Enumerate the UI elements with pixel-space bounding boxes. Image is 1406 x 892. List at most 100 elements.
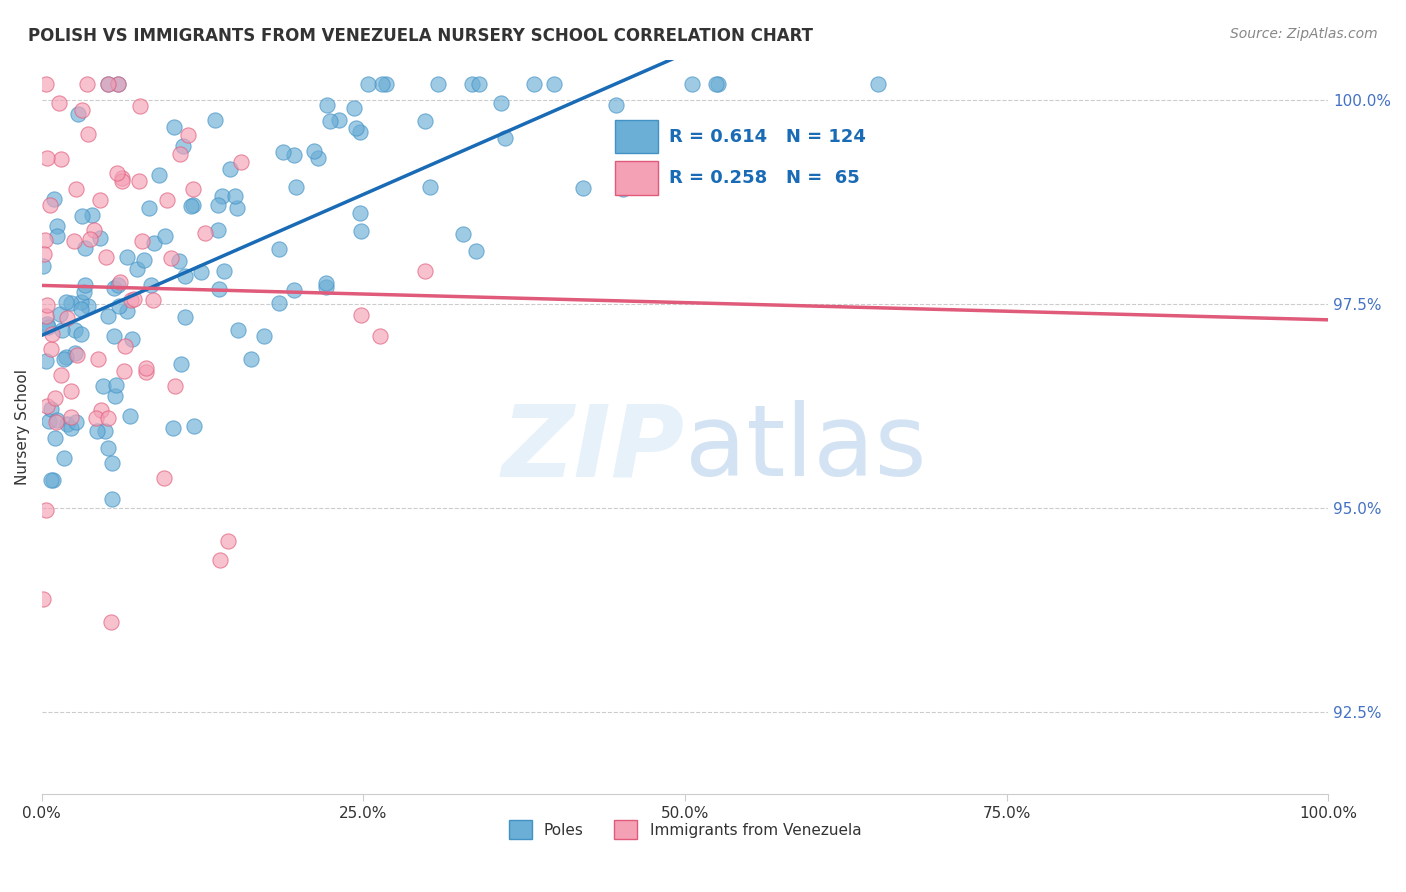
Point <box>73 277 96 292</box>
Point <box>214 264 236 278</box>
Point <box>39 342 62 356</box>
Point <box>219 161 242 176</box>
Point <box>48 95 70 110</box>
Point <box>426 77 449 91</box>
Point <box>111 170 134 185</box>
Point <box>34 247 56 261</box>
Point <box>162 420 184 434</box>
Point <box>153 229 176 244</box>
Point <box>97 310 120 324</box>
Point <box>84 410 107 425</box>
Point <box>142 293 165 307</box>
Point <box>91 378 114 392</box>
Point <box>302 145 325 159</box>
Point <box>543 77 565 91</box>
Point <box>35 310 58 324</box>
Text: atlas: atlas <box>685 401 927 498</box>
Point <box>253 329 276 343</box>
Point <box>63 234 86 248</box>
Point <box>34 233 56 247</box>
Point <box>86 424 108 438</box>
Point <box>79 232 101 246</box>
Point <box>357 77 380 91</box>
Point <box>70 301 93 316</box>
Point <box>56 310 79 325</box>
Point <box>207 223 229 237</box>
Point <box>169 147 191 161</box>
Point <box>37 320 59 334</box>
Point <box>177 128 200 142</box>
Point <box>83 223 105 237</box>
Point <box>51 323 73 337</box>
Point <box>117 303 139 318</box>
Point <box>328 112 350 127</box>
Point <box>48 307 70 321</box>
Point <box>39 197 62 211</box>
Point <box>73 285 96 299</box>
Point <box>131 234 153 248</box>
Point <box>681 77 703 91</box>
Point <box>104 377 127 392</box>
Point <box>491 96 513 111</box>
Point <box>63 346 86 360</box>
Point <box>89 231 111 245</box>
Point <box>163 120 186 135</box>
Point <box>135 365 157 379</box>
Point <box>51 153 73 167</box>
Point <box>35 151 58 165</box>
Point <box>122 292 145 306</box>
Point <box>283 284 305 298</box>
Point <box>142 235 165 250</box>
Point <box>70 327 93 342</box>
Point <box>207 198 229 212</box>
Point <box>53 351 76 366</box>
Point <box>35 297 58 311</box>
Point <box>87 351 110 366</box>
Point <box>704 77 727 91</box>
Point <box>413 263 436 277</box>
Point <box>283 148 305 162</box>
Point <box>160 251 183 265</box>
Point <box>39 473 62 487</box>
Point <box>156 193 179 207</box>
Point <box>375 77 398 91</box>
Point <box>55 350 77 364</box>
Point <box>572 180 595 194</box>
Point <box>94 424 117 438</box>
Point <box>103 329 125 343</box>
Point <box>108 275 131 289</box>
Point <box>316 98 339 112</box>
Point <box>217 534 239 549</box>
Point <box>125 262 148 277</box>
Point <box>100 615 122 629</box>
Point <box>349 206 371 220</box>
Point <box>114 338 136 352</box>
Point <box>34 77 56 91</box>
Point <box>240 352 263 367</box>
Point <box>60 420 83 434</box>
Point <box>80 208 103 222</box>
Point <box>181 198 204 212</box>
Point <box>229 154 252 169</box>
Point <box>96 250 118 264</box>
Point <box>181 182 204 196</box>
Text: ZIP: ZIP <box>502 401 685 498</box>
Point <box>173 310 195 324</box>
Point <box>59 296 82 310</box>
Point <box>307 151 329 165</box>
Point <box>32 591 55 606</box>
Point <box>73 241 96 255</box>
Point <box>103 281 125 295</box>
Point <box>467 77 489 91</box>
Point <box>44 391 66 405</box>
Point <box>190 265 212 279</box>
Point <box>128 174 150 188</box>
Point <box>97 77 120 91</box>
Point <box>44 192 66 206</box>
Point <box>415 114 437 128</box>
Point <box>35 317 58 331</box>
Point <box>523 77 546 91</box>
Point <box>371 77 394 91</box>
Y-axis label: Nursery School: Nursery School <box>15 368 30 485</box>
Point <box>451 227 474 241</box>
